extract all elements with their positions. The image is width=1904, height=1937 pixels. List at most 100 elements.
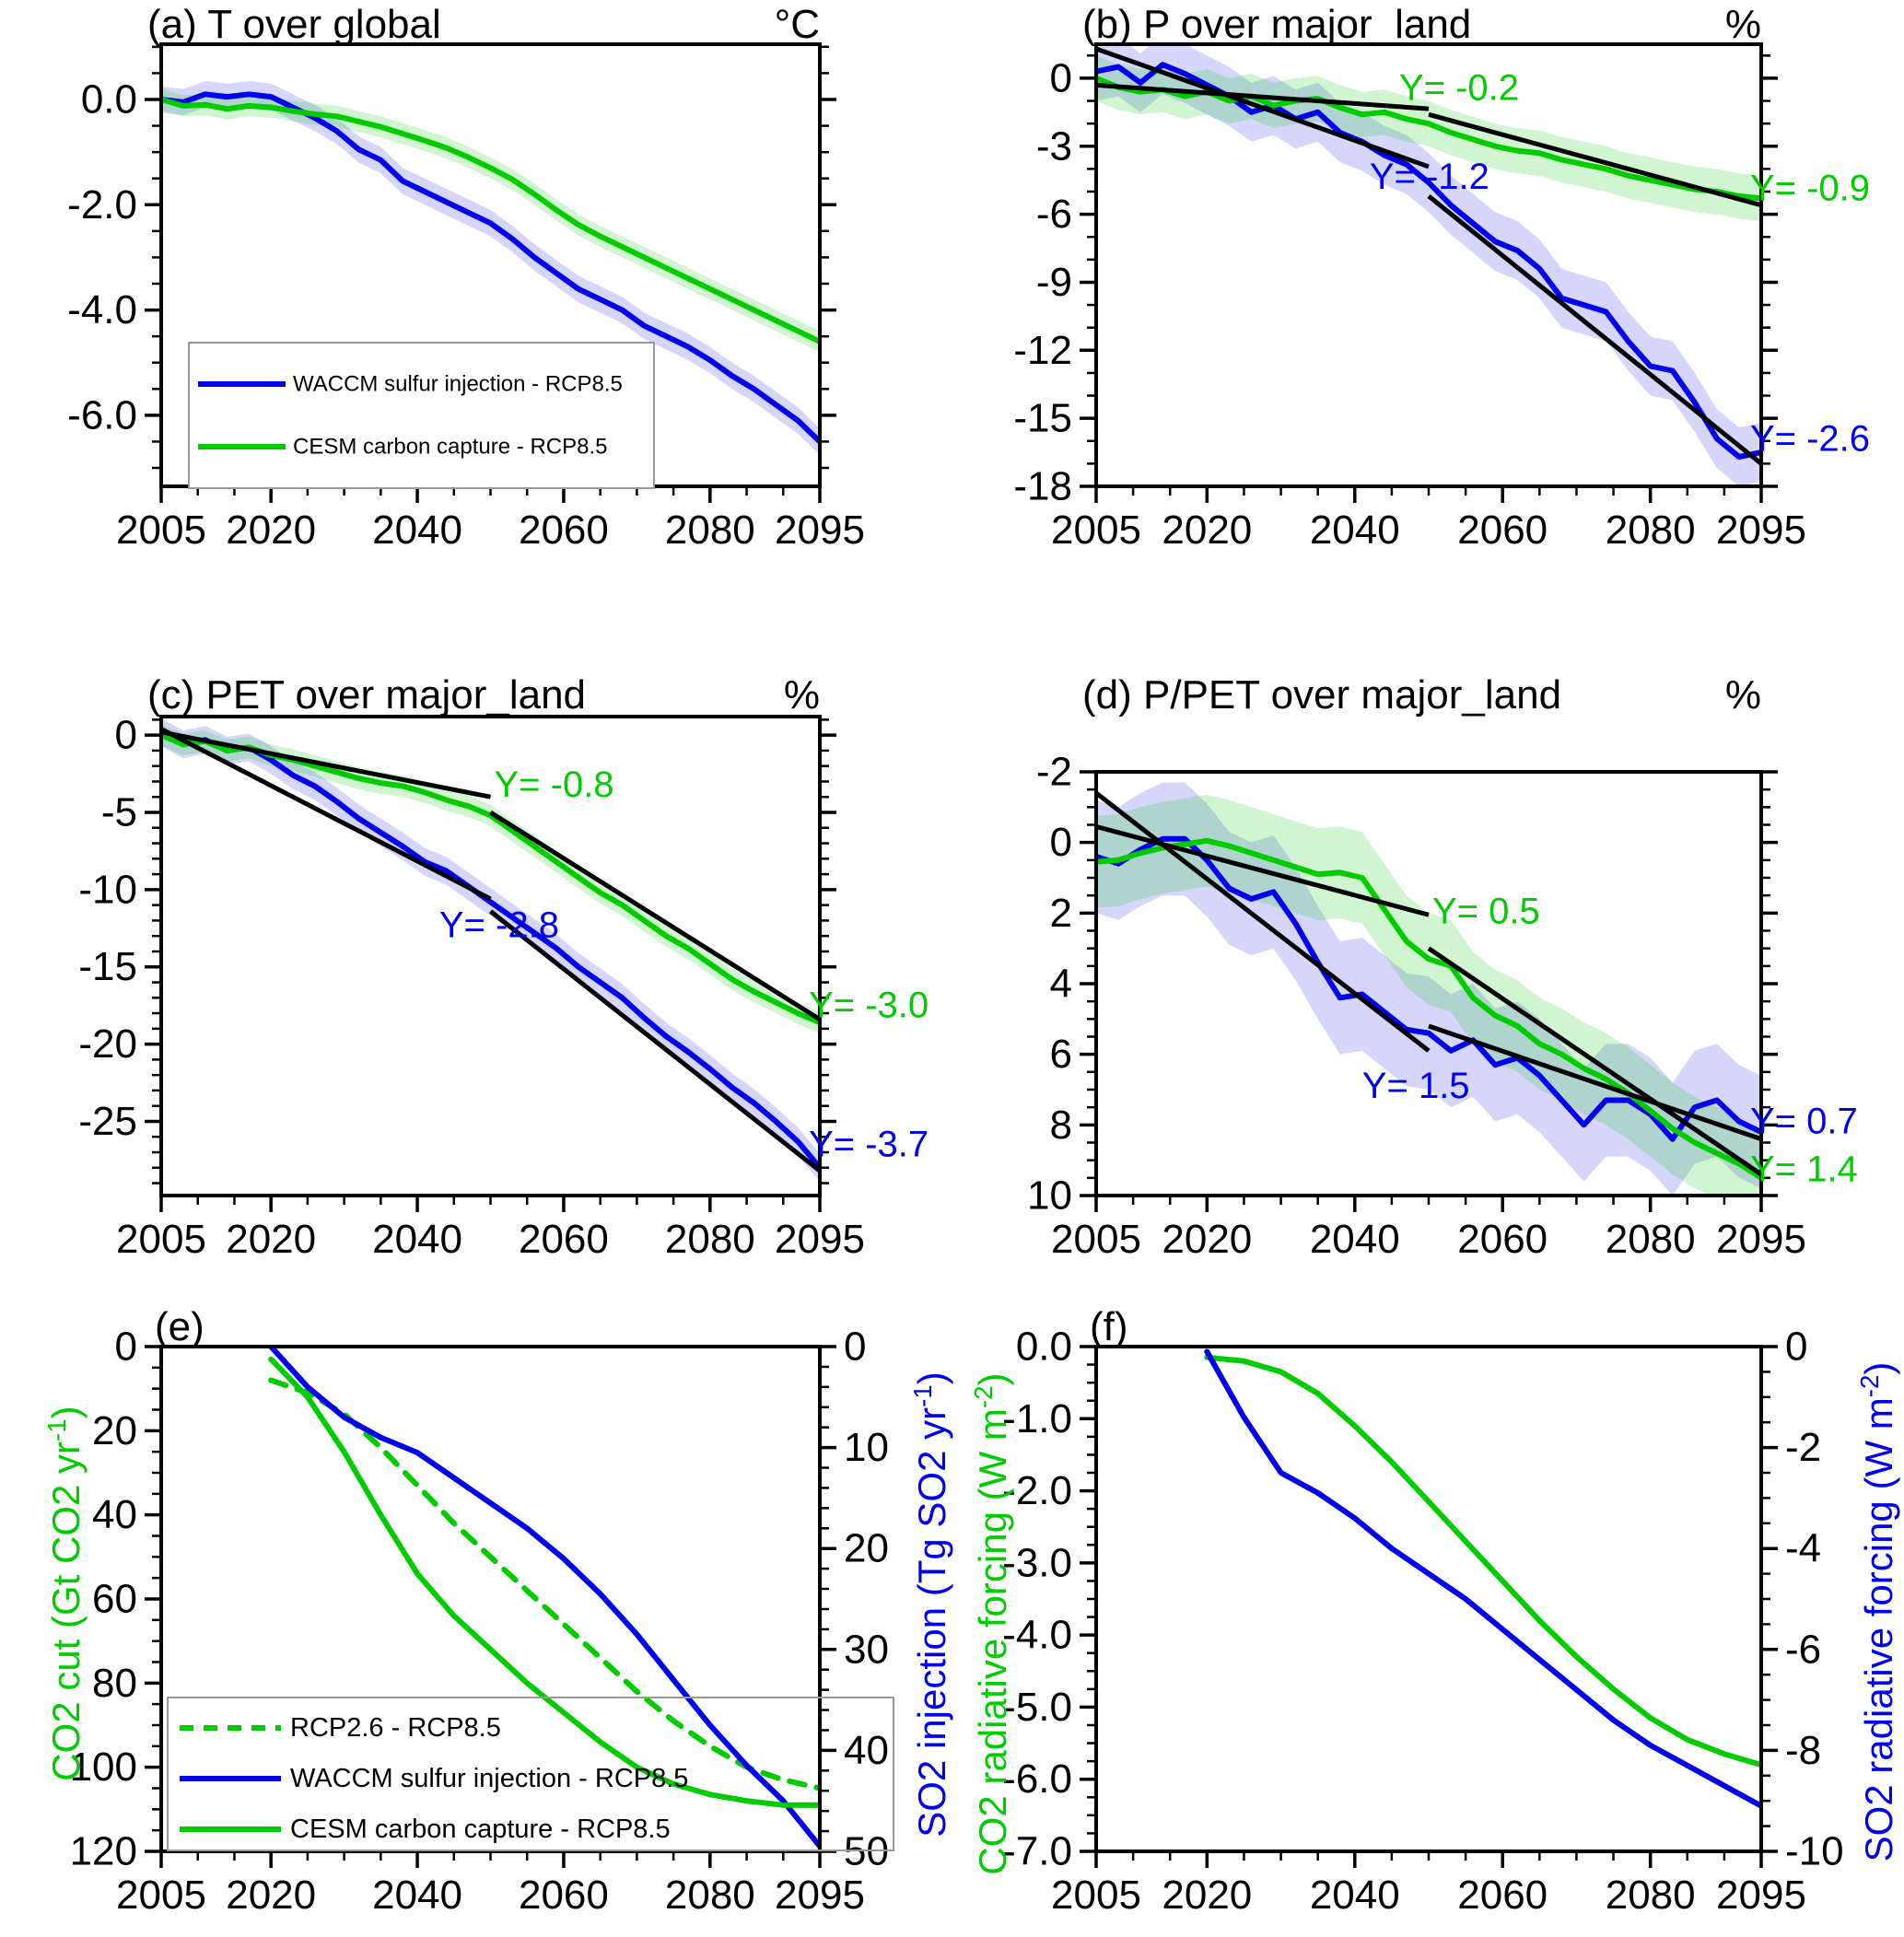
- plot-area: [161, 81, 820, 455]
- y-tick-label: 20: [92, 1408, 137, 1453]
- x-tick-label: 2095: [775, 1873, 865, 1918]
- x-tick-label: 2005: [1051, 1873, 1141, 1918]
- y-tick-label: 120: [70, 1829, 137, 1874]
- y-tick-label: -5.0: [1002, 1685, 1072, 1730]
- series-line: [161, 97, 820, 344]
- so2-radiative-forcing-axis-label: SO2 radiative forcing (W m-2): [1855, 1361, 1900, 1862]
- y-tick-label: -4.0: [67, 287, 137, 333]
- trend-line: [1428, 1023, 1761, 1142]
- y-tick-label: -10: [1785, 1829, 1844, 1874]
- x-tick-label: 2080: [1606, 1873, 1696, 1918]
- trend-line: [1096, 46, 1430, 169]
- y-tick-label: 0: [115, 1324, 137, 1370]
- panel-b-chart: 2005 2020 2040 2060 2080 2095 0 -3 -6 -9 -12 -15 -18…: [1013, 42, 1870, 553]
- trend-annotation: Y= -3.7: [809, 1125, 929, 1165]
- so2-injection-axis-label: SO2 injection (Tg SO2 yr-1): [908, 1371, 953, 1838]
- series-line: [1096, 62, 1761, 460]
- x-tick-label: 2060: [519, 1873, 609, 1918]
- trend-annotation: Y= 1.5: [1362, 1066, 1470, 1106]
- x-tick-label: 2040: [1310, 1217, 1400, 1262]
- x-tick-label: 2095: [1716, 508, 1806, 553]
- y-tick-label: 30: [844, 1627, 889, 1672]
- panel-f-chart: 2005 2020 2040 2060 2080 2095 0.0 -1.0 -2.0 -3.0 -…: [1002, 1324, 1844, 1919]
- y-tick-label: 0: [115, 713, 137, 758]
- trend-line: [1096, 82, 1430, 111]
- y-tick-label: 40: [844, 1728, 889, 1773]
- y-tick-label: 0: [1785, 1324, 1807, 1370]
- y-tick-label: -2.0: [1002, 1468, 1072, 1513]
- y-tick-label: 0.0: [1016, 1324, 1072, 1370]
- x-tick-label: 2060: [1457, 1873, 1548, 1918]
- y-tick-label: 40: [92, 1492, 137, 1537]
- x-tick-label: 2005: [1051, 508, 1141, 553]
- y-tick-label: -5: [101, 790, 137, 835]
- trend-annotation: Y= -0.8: [494, 764, 613, 805]
- y-tick-label: -6.0: [67, 392, 137, 438]
- y-tick-label: 0: [1050, 55, 1072, 100]
- legend-entry-label: CESM carbon capture - RCP8.5: [290, 1814, 671, 1844]
- x-tick-label: 2020: [1162, 1217, 1252, 1262]
- y-tick-label: 8: [1050, 1103, 1072, 1148]
- panel-a-title: (a) T over global: [147, 2, 441, 47]
- x-tick-label: 2095: [775, 1217, 865, 1262]
- x-tick-label: 2040: [1310, 508, 1400, 553]
- panel-c-chart: 2005 2020 2040 2060 2080 2095 0 -5 -10 -15 -20 -25 Y…: [78, 713, 929, 1262]
- y-tick-label: -9: [1036, 260, 1072, 305]
- co2-radiative-forcing-axis-label: CO2 radiative forcing (W m-2): [969, 1372, 1014, 1875]
- trend-annotation: Y= -1.2: [1370, 157, 1489, 197]
- y-tick-label: 100: [70, 1744, 137, 1790]
- plot-area: [1096, 44, 1761, 486]
- x-tick-label: 2040: [372, 508, 462, 553]
- trend-line: [161, 729, 491, 799]
- panel-d-chart: 2005 2020 2040 2060 2080 2095 -2 0 2 4 6 8 10 Y= 0.5 Y…: [1027, 750, 1858, 1263]
- trend-line: [488, 909, 820, 1173]
- x-tick-label: 2020: [226, 1217, 316, 1262]
- trend-annotation: Y= -2.8: [439, 904, 559, 945]
- series-line: [1096, 837, 1761, 1181]
- trend-annotation: Y= 0.7: [1750, 1102, 1858, 1142]
- x-tick-label: 2040: [372, 1873, 462, 1918]
- x-tick-label: 2095: [1716, 1217, 1806, 1262]
- y-tick-label: -18: [1013, 464, 1072, 509]
- legend-entry-label: CESM carbon capture - RCP8.5: [293, 435, 607, 460]
- y-tick-label: -2.0: [67, 182, 137, 228]
- y-tick-label: -1.0: [1002, 1396, 1072, 1441]
- legend-entry-label: WACCM sulfur injection - RCP8.5: [293, 372, 623, 397]
- panel-d-title: (d) P/PET over major_land: [1082, 672, 1562, 718]
- y-tick-label: -4.0: [1002, 1613, 1072, 1658]
- trend-line: [1428, 111, 1761, 208]
- y-tick-label: 0.0: [81, 77, 137, 123]
- series-line: [268, 1377, 820, 1791]
- x-tick-label: 2020: [226, 508, 316, 553]
- y-tick-label: -6: [1036, 192, 1072, 237]
- trend-annotation: Y= -3.0: [809, 986, 929, 1026]
- panel-a-unit: °C: [774, 2, 820, 47]
- confidence-band: [161, 724, 820, 1033]
- trend-line: [1096, 824, 1430, 917]
- legend-box: [167, 1697, 894, 1851]
- y-tick-label: -6.0: [1002, 1756, 1072, 1802]
- y-tick-label: -25: [78, 1099, 137, 1144]
- plot-area: [161, 718, 820, 1182]
- series-line: [1204, 1348, 1761, 1809]
- trend-annotation: Y= -0.9: [1750, 168, 1870, 208]
- confidence-band: [1096, 782, 1761, 1196]
- x-tick-label: 2080: [1606, 508, 1696, 553]
- plot-area: [1096, 782, 1761, 1196]
- panel-b-unit: %: [1724, 2, 1761, 47]
- y-tick-label: -4: [1785, 1526, 1821, 1571]
- x-tick-label: 2005: [116, 508, 206, 553]
- y-tick-label: 0: [1050, 820, 1072, 865]
- series-line: [161, 729, 820, 1171]
- x-tick-label: 2005: [1051, 1217, 1141, 1262]
- x-tick-label: 2040: [372, 1217, 462, 1262]
- trend-annotation: Y= -2.6: [1750, 418, 1870, 459]
- plot-area: [1204, 1348, 1761, 1809]
- y-tick-label: 20: [844, 1526, 889, 1571]
- x-tick-label: 2080: [665, 1217, 755, 1262]
- panel-b-title: (b) P over major_land: [1082, 2, 1472, 47]
- confidence-band: [161, 88, 820, 353]
- trend-annotation: Y= 0.5: [1432, 891, 1540, 931]
- x-tick-label: 2040: [1310, 1873, 1400, 1918]
